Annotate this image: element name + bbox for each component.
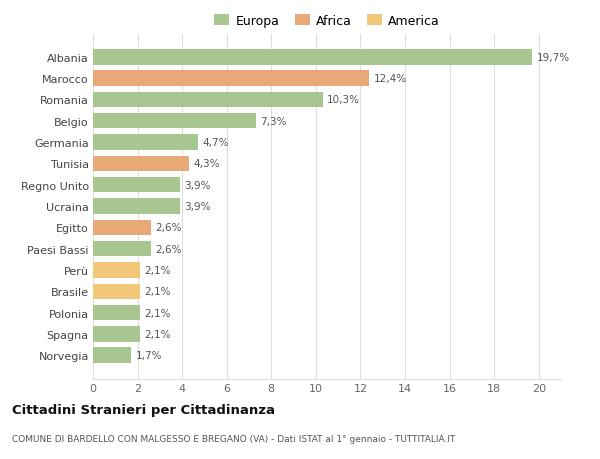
Text: COMUNE DI BARDELLO CON MALGESSO E BREGANO (VA) - Dati ISTAT al 1° gennaio - TUTT: COMUNE DI BARDELLO CON MALGESSO E BREGAN… — [12, 434, 455, 442]
Text: 12,4%: 12,4% — [374, 74, 407, 84]
Bar — [93, 348, 131, 363]
Bar — [93, 263, 140, 278]
Bar — [93, 326, 140, 342]
Bar — [93, 50, 532, 65]
Bar — [93, 93, 323, 108]
Bar — [93, 199, 180, 214]
Bar — [93, 241, 151, 257]
Text: 10,3%: 10,3% — [327, 95, 360, 105]
Bar — [93, 305, 140, 320]
Text: 2,1%: 2,1% — [144, 329, 171, 339]
Text: 2,1%: 2,1% — [144, 286, 171, 297]
Text: 19,7%: 19,7% — [536, 53, 569, 63]
Bar — [93, 157, 189, 172]
Text: 3,9%: 3,9% — [184, 180, 211, 190]
Bar — [93, 220, 151, 235]
Legend: Europa, Africa, America: Europa, Africa, America — [209, 10, 445, 33]
Text: 2,1%: 2,1% — [144, 308, 171, 318]
Bar — [93, 114, 256, 129]
Bar — [93, 178, 180, 193]
Text: 2,1%: 2,1% — [144, 265, 171, 275]
Bar — [93, 284, 140, 299]
Text: 2,6%: 2,6% — [155, 223, 182, 233]
Bar — [93, 135, 198, 151]
Text: Cittadini Stranieri per Cittadinanza: Cittadini Stranieri per Cittadinanza — [12, 403, 275, 416]
Text: 4,7%: 4,7% — [202, 138, 229, 148]
Bar — [93, 71, 370, 87]
Text: 4,3%: 4,3% — [193, 159, 220, 169]
Text: 7,3%: 7,3% — [260, 117, 287, 127]
Text: 3,9%: 3,9% — [184, 202, 211, 212]
Text: 2,6%: 2,6% — [155, 244, 182, 254]
Text: 1,7%: 1,7% — [136, 350, 162, 360]
